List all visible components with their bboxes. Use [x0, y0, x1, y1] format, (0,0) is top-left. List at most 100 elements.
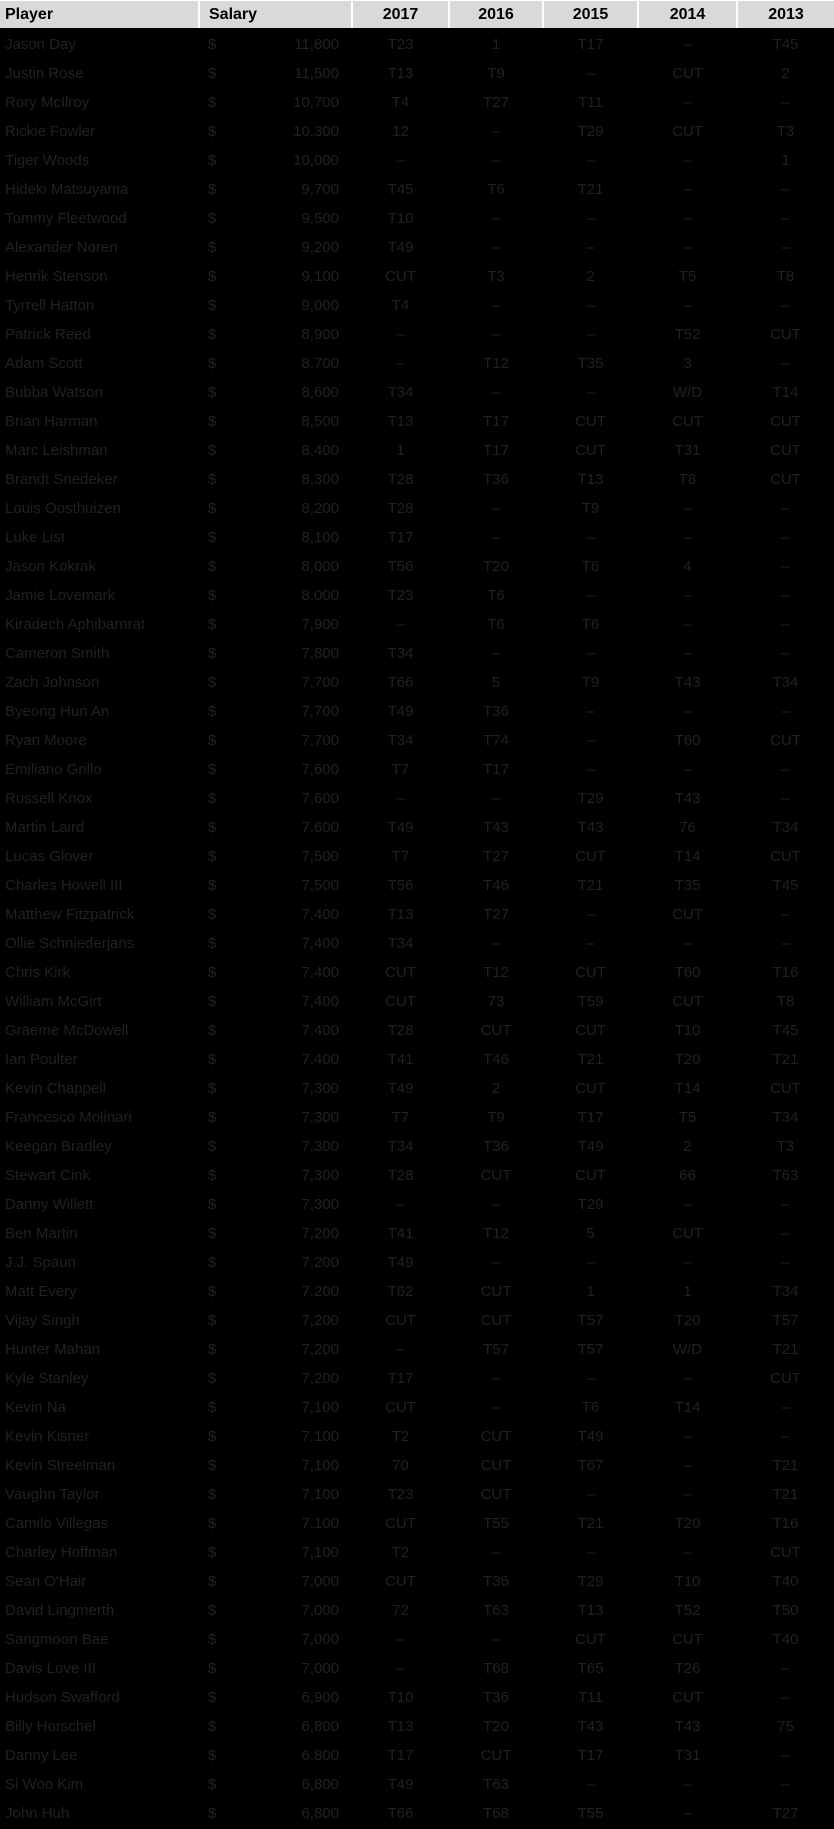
result-cell-2016: T36 [449, 1683, 543, 1712]
salary-cell: $8,000 [199, 552, 352, 581]
result-cell-2015: CUT [543, 407, 638, 436]
salary-cell: $7,600 [199, 784, 352, 813]
result-cell-2017: T34 [352, 1132, 449, 1161]
result-cell-2015: T21 [543, 871, 638, 900]
table-row: Vaughn Taylor $7,100 T23 CUT – – T21 [0, 1480, 834, 1509]
result-cell-2016: – [449, 1625, 543, 1654]
table-row: Tyrrell Hatton $9,000 T4– – – – [0, 291, 834, 320]
result-cell-2013: – [737, 1654, 834, 1683]
result-cell-2017: 70 [352, 1451, 449, 1480]
currency-symbol: $ [208, 703, 217, 720]
result-cell-2013: CUT [737, 465, 834, 494]
result-cell-2015: – [543, 1480, 638, 1509]
salary-amount: 10,700 [293, 94, 339, 111]
table-row: Ryan Moore $7,700 T34 T74– T60 CUT [0, 726, 834, 755]
currency-symbol: $ [208, 326, 217, 343]
result-cell-2013: – [737, 1741, 834, 1770]
result-cell-2016: T27 [449, 842, 543, 871]
result-cell-2015: – [543, 900, 638, 929]
salary-cell: $7,200 [199, 1335, 352, 1364]
column-header-2013: 2013 [736, 0, 834, 30]
salary-cell: $8,700 [199, 349, 352, 378]
table-row: Ben Martin $7,200 T41 T12 5 CUT – [0, 1219, 834, 1248]
salary-amount: 8,700 [301, 355, 339, 372]
salary-cell: $7,200 [199, 1277, 352, 1306]
result-cell-2013: T21 [737, 1480, 834, 1509]
table-row: Tiger Woods $10,000– – – –1 [0, 146, 834, 175]
salary-amount: 7,000 [301, 1573, 339, 1590]
result-cell-2014: W/D [638, 1335, 737, 1364]
salary-cell: $7,400 [199, 958, 352, 987]
result-cell-2015: – [543, 320, 638, 349]
table-row: Cameron Smith $7,800 T34– – – – [0, 639, 834, 668]
column-header-2014: 2014 [637, 0, 737, 30]
table-row: Hudson Swafford $6,900 T10 T36 T11 CUT – [0, 1683, 834, 1712]
salary-cell: $7,100 [199, 1480, 352, 1509]
result-cell-2015: T57 [543, 1335, 638, 1364]
table-row: David Lingmerth $7,000 72 T63 T13 T52 T50 [0, 1596, 834, 1625]
result-cell-2015: – [543, 697, 638, 726]
salary-amount: 7,300 [301, 1167, 339, 1184]
table-row: Chris Kirk $7,400 CUT T12 CUT T60 T16 [0, 958, 834, 987]
player-name-cell: Kevin Streelman [0, 1451, 199, 1480]
result-cell-2017: – [352, 320, 449, 349]
currency-symbol: $ [208, 674, 217, 691]
result-cell-2016: – [449, 291, 543, 320]
result-cell-2015: CUT [543, 1161, 638, 1190]
result-cell-2017: T13 [352, 1712, 449, 1741]
result-cell-2015: – [543, 146, 638, 175]
player-name-cell: Vaughn Taylor [0, 1480, 199, 1509]
result-cell-2013: T8 [737, 987, 834, 1016]
currency-symbol: $ [208, 790, 217, 807]
result-cell-2017: T17 [352, 1741, 449, 1770]
currency-symbol: $ [208, 1515, 217, 1532]
currency-symbol: $ [208, 442, 217, 459]
result-cell-2015: T6 [543, 610, 638, 639]
result-cell-2016: – [449, 117, 543, 146]
result-cell-2015: T17 [543, 29, 638, 59]
result-cell-2016: CUT [449, 1016, 543, 1045]
result-cell-2016: CUT [449, 1480, 543, 1509]
result-cell-2013: – [737, 1190, 834, 1219]
table-row: Kevin Chappell $7,300 T49 2 CUT T14 CUT [0, 1074, 834, 1103]
result-cell-2014: – [638, 175, 737, 204]
salary-cell: $7,300 [199, 1190, 352, 1219]
result-cell-2013: T40 [737, 1567, 834, 1596]
salary-cell: $7,100 [199, 1422, 352, 1451]
result-cell-2016: T46 [449, 1045, 543, 1074]
currency-symbol: $ [208, 1370, 217, 1387]
table-row: Matthew Fitzpatrick $7,400 T13 T27– CUT – [0, 900, 834, 929]
salary-cell: $8,400 [199, 436, 352, 465]
result-cell-2016: – [449, 204, 543, 233]
result-cell-2016: T55 [449, 1509, 543, 1538]
salary-amount: 10,000 [293, 152, 339, 169]
currency-symbol: $ [208, 848, 217, 865]
result-cell-2017: T49 [352, 233, 449, 262]
result-cell-2017: T49 [352, 1770, 449, 1799]
table-row: Sangmoon Bae $7,000– – CUT CUT T40 [0, 1625, 834, 1654]
player-name-cell: Brian Harman [0, 407, 199, 436]
result-cell-2015: – [543, 291, 638, 320]
result-cell-2017: T34 [352, 929, 449, 958]
table-row: Marc Leishman $8,400 1 T17 CUT T31 CUT [0, 436, 834, 465]
salary-amount: 6,800 [301, 1776, 339, 1793]
table-row: Matt Every $7,200 T62 CUT 1 1 T34 [0, 1277, 834, 1306]
salary-amount: 7,400 [301, 964, 339, 981]
result-cell-2017: – [352, 1190, 449, 1219]
result-cell-2016: CUT [449, 1306, 543, 1335]
salary-amount: 7,600 [301, 761, 339, 778]
result-cell-2016: 5 [449, 668, 543, 697]
player-name-cell: Martin Laird [0, 813, 199, 842]
player-table-body: Jason Day $11,800 T23 1 T17– T45 Justin Rose $1… [0, 29, 834, 1828]
result-cell-2013: – [737, 349, 834, 378]
result-cell-2013: T45 [737, 29, 834, 59]
result-cell-2013: – [737, 1248, 834, 1277]
player-name-cell: Francesco Molinari [0, 1103, 199, 1132]
result-cell-2017: – [352, 1625, 449, 1654]
table-row: Alexander Noren $9,200 T49– – – – [0, 233, 834, 262]
table-row: Stewart Cink $7,300 T28 CUT CUT 66 T63 [0, 1161, 834, 1190]
salary-cell: $7,600 [199, 755, 352, 784]
result-cell-2017: T7 [352, 755, 449, 784]
result-cell-2014: – [638, 610, 737, 639]
result-cell-2017: T34 [352, 726, 449, 755]
